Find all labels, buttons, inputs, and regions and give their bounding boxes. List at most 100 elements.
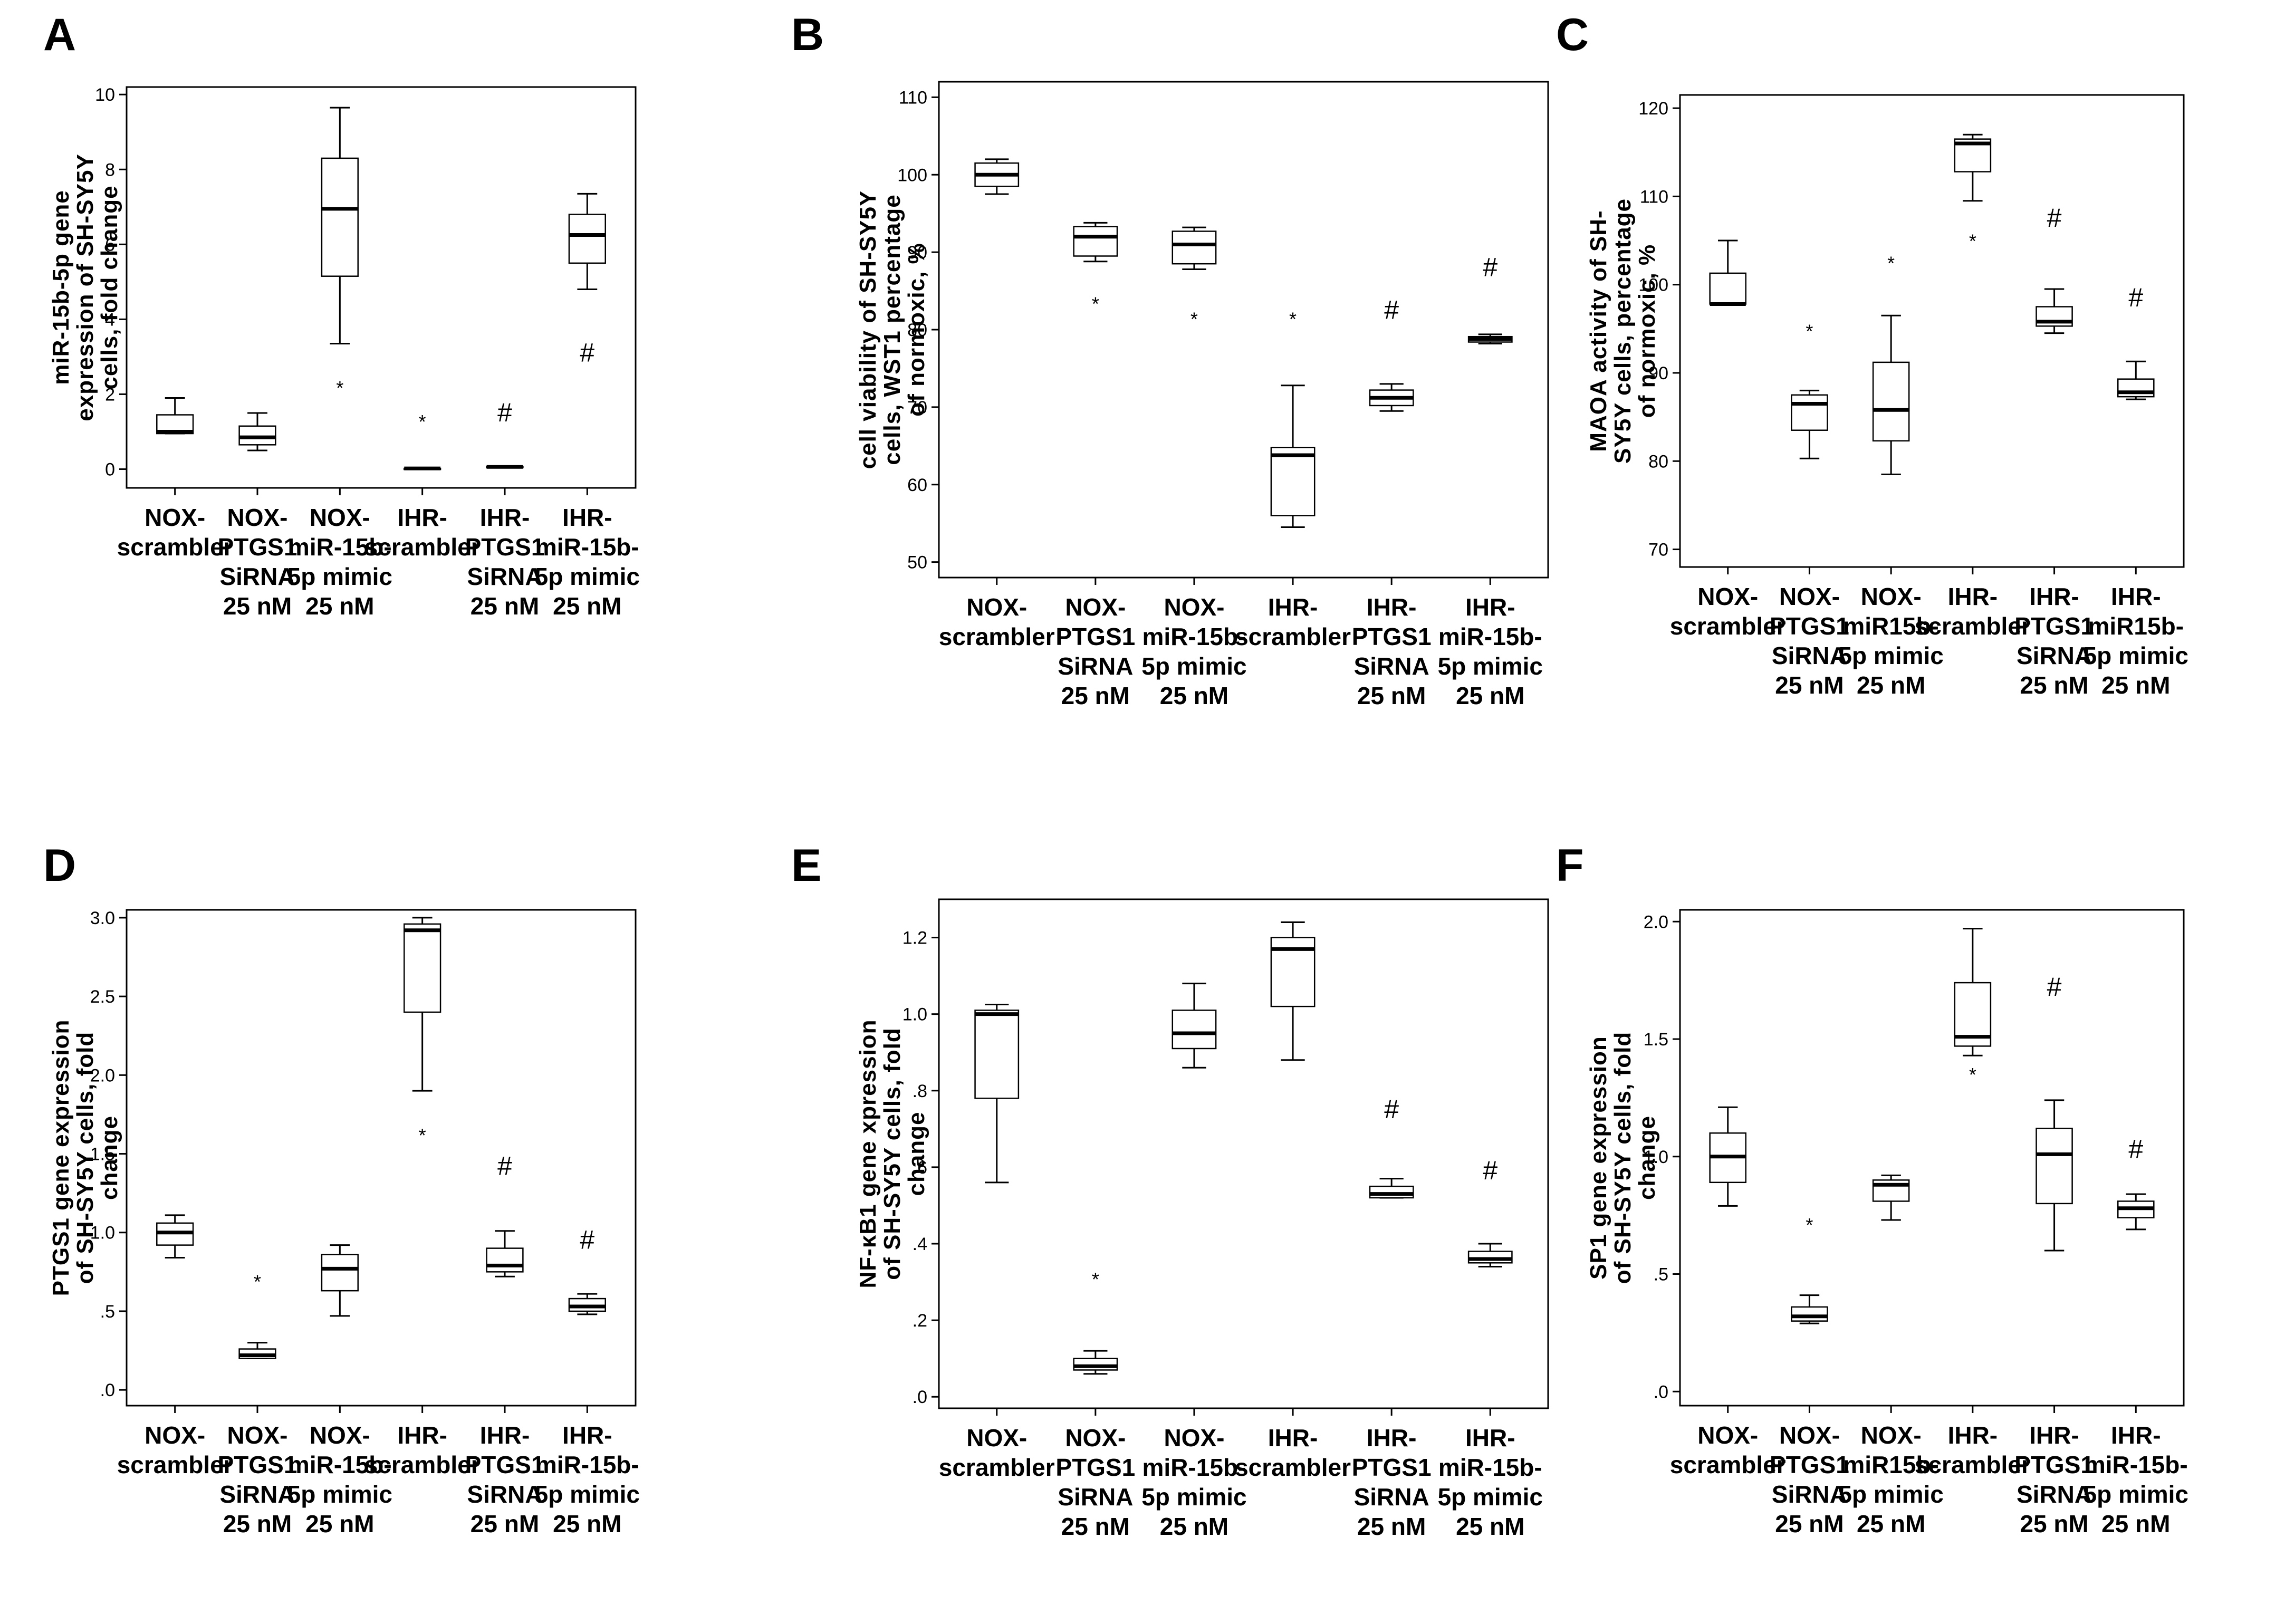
significance-star: * bbox=[419, 411, 426, 433]
y-tick-label: 90 bbox=[907, 243, 927, 263]
category-label-line: NOX- bbox=[1164, 593, 1224, 621]
y-axis-label-line: PTGS1 gene expression bbox=[48, 1020, 74, 1296]
y-axis-label: NF-κB1 gene xpressionof SH-SY5Y cells, f… bbox=[855, 1019, 929, 1288]
panel-c: C 70 80 90 100 110 120 MAOA activity of SH-SY5Y… bbox=[1556, 9, 2188, 699]
box-iqr bbox=[1172, 1010, 1217, 1050]
plot-frame bbox=[126, 909, 637, 1407]
box-plot bbox=[1872, 314, 1910, 475]
box-iqr bbox=[1073, 1358, 1118, 1371]
y-tick-label: .0 bbox=[1654, 1382, 1668, 1402]
box-plot bbox=[2036, 1099, 2073, 1252]
y-tick-label: 80 bbox=[1648, 451, 1668, 472]
category-label-line: 25 nM bbox=[2020, 1510, 2088, 1537]
y-tick-label: 0 bbox=[105, 459, 115, 479]
category-label-line: IHR- bbox=[1367, 1424, 1417, 1452]
y-axis-label: MAOA activity of SH-SY5Y cells, percenta… bbox=[1586, 198, 1660, 464]
category-label: NOX-PTGS1 SiRNA 25 nM bbox=[218, 504, 297, 620]
category-label-line: IHR- bbox=[1367, 593, 1417, 621]
category-label-line: IHR- bbox=[1948, 1421, 1998, 1449]
significance-star: * bbox=[1190, 309, 1198, 330]
box-plot bbox=[404, 466, 441, 470]
category-label-line: SiRNA bbox=[467, 1481, 542, 1508]
box-iqr bbox=[1791, 394, 1828, 431]
category-label-line: IHR- bbox=[2029, 583, 2079, 610]
category-label: NOX-miR-15b-5p mimic 25 nM bbox=[1141, 593, 1246, 709]
category-label-line: scrambler bbox=[1670, 612, 1786, 640]
category-label-line: miR-15b- bbox=[1142, 1454, 1246, 1481]
category-label-line: miR-15b- bbox=[1438, 623, 1542, 650]
category-label: IHR-scrambler bbox=[1235, 1424, 1351, 1481]
category-label-line: IHR- bbox=[1465, 1424, 1515, 1452]
category-label: IHR-scrambler bbox=[1235, 593, 1351, 650]
box-plot bbox=[486, 465, 524, 469]
box-plot bbox=[1270, 385, 1316, 528]
category-label-line: 5p mimic bbox=[2084, 1481, 2188, 1508]
y-axis-label-line: change bbox=[904, 1111, 929, 1196]
category-label-line: IHR- bbox=[1465, 593, 1515, 621]
y-tick-label: 80 bbox=[907, 320, 927, 340]
category-label-line: PTGS1 bbox=[1352, 623, 1432, 650]
y-tick-label: 3.0 bbox=[90, 908, 115, 928]
category-label-line: NOX- bbox=[966, 593, 1027, 621]
category-label-line: NOX- bbox=[145, 1421, 205, 1449]
box-plot bbox=[1791, 389, 1828, 459]
category-label-line: 25 nM bbox=[1160, 682, 1228, 709]
category-label-line: PTGS1 bbox=[1770, 1451, 1849, 1478]
category-label-line: SiRNA bbox=[1058, 652, 1133, 680]
panel-letter: B bbox=[791, 9, 824, 60]
category-label-line: SiRNA bbox=[1772, 642, 1847, 669]
box-plot bbox=[2117, 1193, 2155, 1231]
category-label-line: PTGS1 bbox=[1055, 1454, 1135, 1481]
box-plot bbox=[1270, 921, 1316, 1061]
box-iqr bbox=[404, 923, 441, 1013]
category-label-line: SiRNA bbox=[1058, 1483, 1133, 1511]
y-tick-label: .6 bbox=[913, 1158, 927, 1178]
category-label: NOX-scrambler bbox=[939, 1424, 1055, 1481]
category-label-line: miR-15b- bbox=[288, 533, 392, 561]
y-tick-label: 1.0 bbox=[90, 1223, 115, 1243]
category-label-line: miR15b- bbox=[1843, 1451, 1938, 1478]
category-label-line: scrambler bbox=[1670, 1451, 1786, 1478]
category-label: IHR-miR-15b-5p mimic 25 nM bbox=[1438, 1424, 1543, 1540]
y-tick-label: 120 bbox=[1638, 99, 1668, 119]
category-label-line: SiRNA bbox=[1772, 1481, 1847, 1508]
category-label-line: SiRNA bbox=[219, 1481, 295, 1508]
significance-star: * bbox=[419, 1125, 426, 1146]
category-label-line: SiRNA bbox=[467, 563, 542, 590]
category-label-line: PTGS1 bbox=[218, 533, 297, 561]
category-label-line: 5p mimic bbox=[2084, 642, 2188, 669]
significance-hash: # bbox=[1384, 295, 1399, 324]
category-label-line: NOX- bbox=[1861, 1421, 1922, 1449]
y-tick-label: .2 bbox=[913, 1311, 927, 1331]
category-label-line: NOX- bbox=[1779, 1421, 1840, 1449]
y-tick-label: 1.5 bbox=[1644, 1030, 1668, 1050]
category-label-line: SiRNA bbox=[2017, 1481, 2092, 1508]
plot-frame bbox=[126, 86, 637, 489]
box-plot bbox=[568, 193, 606, 291]
category-label-line: 25 nM bbox=[471, 1510, 539, 1537]
box-iqr bbox=[2036, 1128, 2073, 1205]
category-label-line: miR-15b- bbox=[2084, 1451, 2188, 1478]
box-plot bbox=[1467, 1243, 1513, 1268]
y-tick-label: 60 bbox=[907, 475, 927, 495]
category-label-line: PTGS1 bbox=[2014, 612, 2094, 640]
y-axis-label-line: SY5Y cells, percentage bbox=[1610, 198, 1636, 464]
category-label-line: scrambler bbox=[1235, 623, 1351, 650]
category-label-line: 25 nM bbox=[1857, 1510, 1925, 1537]
category-label-line: PTGS1 bbox=[465, 1451, 545, 1478]
category-label-line: 5p mimic bbox=[1438, 652, 1543, 680]
y-axis-label-line: of SH-SY5Y cells, fold bbox=[1610, 1032, 1636, 1284]
category-label: NOX-scrambler bbox=[1670, 583, 1786, 640]
panel-b: B 50 60 70 80 90 100 110 cell viability of SH-SY… bbox=[791, 9, 1549, 709]
panel-e: E .0 .2 .4 .6 .8 1.0 1.2 NF-κB1 gene xpressionof… bbox=[791, 840, 1549, 1540]
category-label-line: SiRNA bbox=[1354, 652, 1429, 680]
category-label-line: 5p mimic bbox=[1438, 1483, 1543, 1511]
y-tick-label: 2.5 bbox=[90, 987, 115, 1007]
y-axis-label-line: of normoxic, % bbox=[1634, 244, 1660, 418]
category-label-line: miR-15b- bbox=[535, 533, 639, 561]
category-label: IHR-scrambler bbox=[1915, 583, 2031, 640]
significance-star: * bbox=[336, 377, 343, 399]
y-tick-label: 110 bbox=[1640, 187, 1668, 207]
significance-star: * bbox=[1289, 309, 1297, 330]
box-iqr bbox=[1369, 1185, 1414, 1199]
